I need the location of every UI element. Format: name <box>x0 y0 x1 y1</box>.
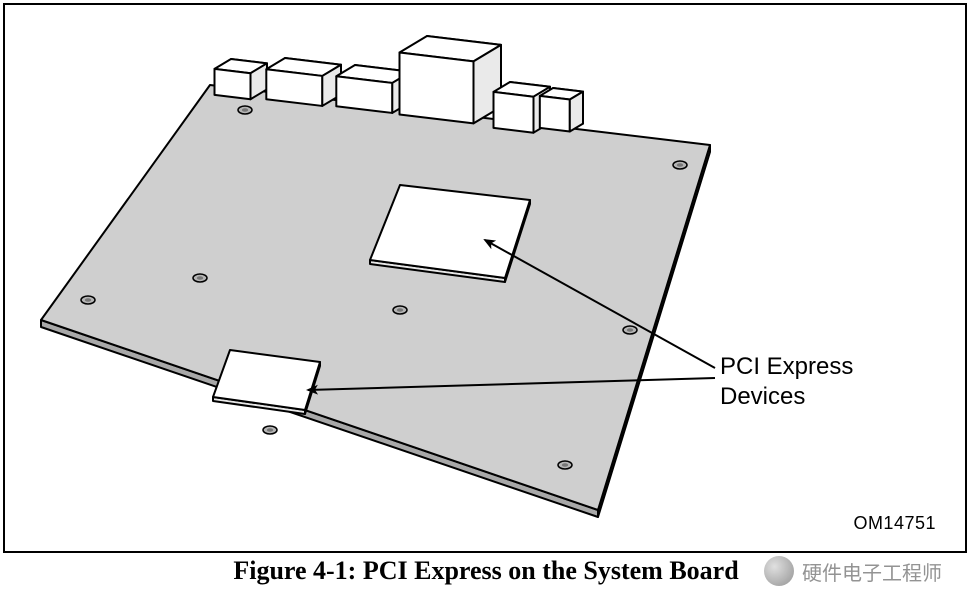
board-diagram <box>0 0 972 596</box>
callout-label: PCI Express Devices <box>720 352 853 412</box>
callout-line2: Devices <box>720 383 805 410</box>
om-code: OM14751 <box>853 513 936 534</box>
callout-line1: PCI Express <box>720 353 853 380</box>
watermark-avatar-icon <box>764 556 794 586</box>
watermark: 硬件电子工程师 <box>764 556 942 586</box>
watermark-text: 硬件电子工程师 <box>802 557 942 586</box>
